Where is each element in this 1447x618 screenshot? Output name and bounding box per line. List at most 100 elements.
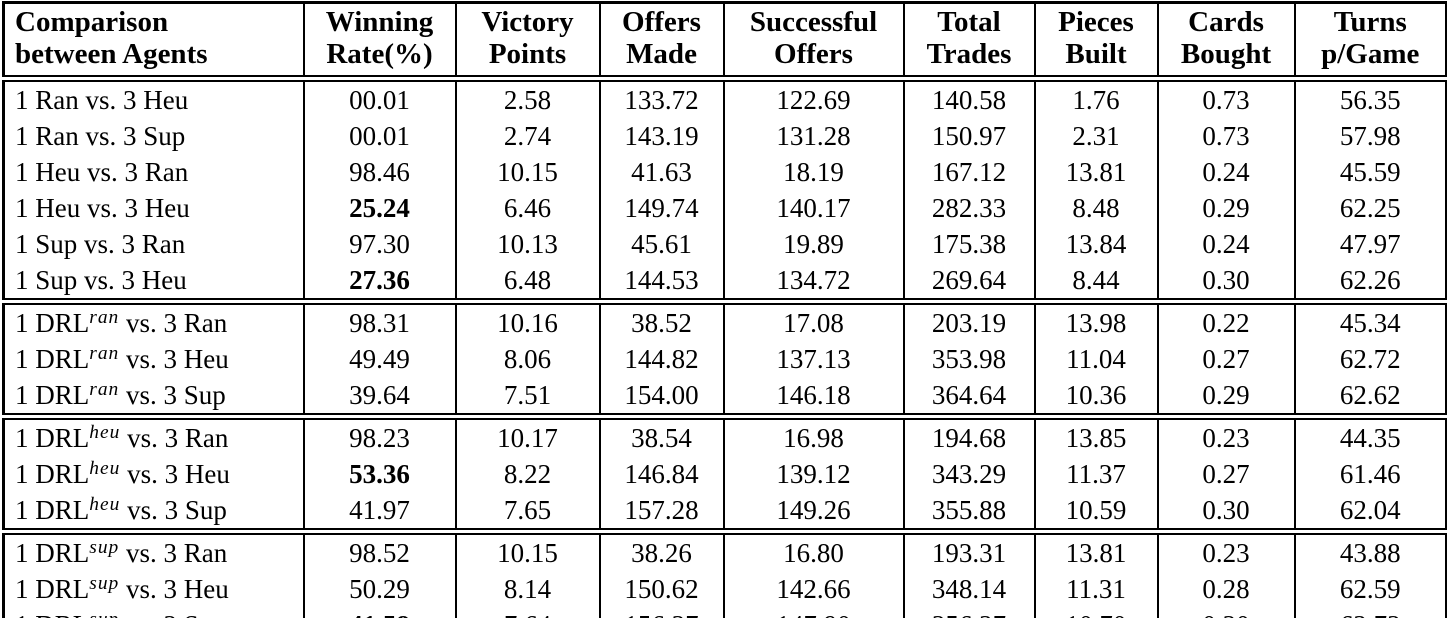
- header-line: Total: [937, 6, 1001, 38]
- value-cell: 6.46: [454, 189, 601, 226]
- value-cell: 355.88: [902, 491, 1036, 532]
- value-cell: 133.72: [598, 78, 725, 118]
- value-cell: 53.36: [302, 455, 457, 492]
- value-cell: 16.98: [722, 416, 905, 456]
- value-cell: 39.64: [302, 376, 457, 417]
- header-line: Bought: [1180, 38, 1272, 71]
- value-cell: 62.25: [1293, 189, 1447, 226]
- value-cell: 8.44: [1033, 261, 1159, 302]
- value-cell: 0.24: [1156, 153, 1296, 190]
- label-text: 1 Ran vs. 3 Heu: [15, 84, 189, 115]
- value-cell: 61.46: [1293, 455, 1447, 492]
- value-cell: 137.13: [722, 340, 905, 377]
- value-cell: 00.01: [302, 117, 457, 154]
- value-cell: 0.28: [1156, 570, 1296, 607]
- agent-variant-superscript: ran: [89, 306, 120, 328]
- value-cell: 13.81: [1033, 531, 1159, 571]
- agent-comparison-label: 1 DRLsup vs. 3 Sup: [2, 606, 305, 618]
- value-cell: 62.72: [1293, 340, 1447, 377]
- value-cell: 10.13: [454, 225, 601, 262]
- value-cell: 143.19: [598, 117, 725, 154]
- value-cell: 62.26: [1293, 261, 1447, 302]
- label-text: vs. 3 Ran: [120, 422, 229, 453]
- value-cell: 144.82: [598, 340, 725, 377]
- header-total-trades: Total Trades: [902, 2, 1036, 82]
- value-cell: 2.31: [1033, 117, 1159, 154]
- agent-variant-superscript: sup: [89, 536, 120, 558]
- value-cell: 97.30: [302, 225, 457, 262]
- agent-variant-superscript: ran: [89, 342, 120, 364]
- label-text: 1 Heu vs. 3 Ran: [15, 156, 189, 187]
- header-line: between Agents: [15, 38, 208, 71]
- header-turns-per-game: Turns p/Game: [1293, 2, 1447, 82]
- value-cell: 6.48: [454, 261, 601, 302]
- value-cell: 13.84: [1033, 225, 1159, 262]
- value-cell: 150.62: [598, 570, 725, 607]
- agent-comparison-label: 1 DRLsup vs. 3 Heu: [2, 570, 305, 607]
- value-cell: 0.27: [1156, 340, 1296, 377]
- agent-variant-superscript: heu: [89, 421, 121, 443]
- value-cell: 62.04: [1293, 491, 1447, 532]
- value-cell: 154.00: [598, 376, 725, 417]
- value-cell: 00.01: [302, 78, 457, 118]
- value-cell: 62.59: [1293, 570, 1447, 607]
- label-text: 1 DRL: [15, 573, 90, 604]
- value-cell: 43.88: [1293, 531, 1447, 571]
- header-line: Built: [1065, 38, 1127, 71]
- label-text: 1 DRL: [15, 422, 90, 453]
- value-cell: 156.37: [598, 606, 725, 618]
- label-text: 1 DRL: [15, 379, 90, 410]
- value-cell: 0.30: [1156, 491, 1296, 532]
- value-cell: 41.97: [302, 491, 457, 532]
- agent-comparison-label: 1 DRLran vs. 3 Heu: [2, 340, 305, 377]
- value-cell: 27.36: [302, 261, 457, 302]
- agent-comparison-label: 1 Sup vs. 3 Heu: [2, 261, 305, 302]
- table-row: 1 DRLsup vs. 3 Sup41.587.64156.37147.903…: [2, 606, 1447, 618]
- agent-comparison-label: 1 DRLsup vs. 3 Ran: [2, 531, 305, 571]
- value-cell: 157.28: [598, 491, 725, 532]
- value-cell: 38.26: [598, 531, 725, 571]
- value-cell: 98.46: [302, 153, 457, 190]
- value-cell: 45.34: [1293, 301, 1447, 341]
- value-cell: 343.29: [902, 455, 1036, 492]
- header-line: Offers: [774, 38, 853, 71]
- value-cell: 8.14: [454, 570, 601, 607]
- header-line: Offers: [622, 6, 701, 38]
- agent-comparison-label: 1 DRLran vs. 3 Sup: [2, 376, 305, 417]
- value-cell: 47.97: [1293, 225, 1447, 262]
- value-cell: 25.24: [302, 189, 457, 226]
- agent-comparison-label: 1 Ran vs. 3 Heu: [2, 78, 305, 118]
- value-cell: 131.28: [722, 117, 905, 154]
- value-cell: 0.30: [1156, 261, 1296, 302]
- header-pieces-built: Pieces Built: [1033, 2, 1159, 82]
- value-cell: 49.49: [302, 340, 457, 377]
- value-cell: 0.22: [1156, 301, 1296, 341]
- table-row: 1 Sup vs. 3 Ran 97.30 10.13 45.61 19.89 175.3…: [2, 225, 1447, 262]
- header-offers-made: Offers Made: [598, 2, 725, 82]
- agent-comparison-label: 1 Sup vs. 3 Ran: [2, 225, 305, 262]
- value-cell: 146.18: [722, 376, 905, 417]
- agent-variant-superscript: heu: [89, 457, 121, 479]
- label-text: vs. 3 Sup: [119, 610, 226, 618]
- value-cell: 134.72: [722, 261, 905, 302]
- table-row: 1 DRLran vs. 3 Sup 39.64 7.51 154.00 146.18 3…: [2, 376, 1447, 417]
- header-line: Pieces: [1058, 6, 1134, 38]
- value-cell: 11.31: [1033, 570, 1159, 607]
- value-cell: 98.52: [302, 531, 457, 571]
- header-winning-rate: Winning Rate(%): [302, 2, 457, 82]
- value-cell: 45.59: [1293, 153, 1447, 190]
- agent-variant-superscript: sup: [89, 609, 119, 618]
- value-cell: 194.68: [902, 416, 1036, 456]
- value-cell: 364.64: [902, 376, 1036, 417]
- value-cell: 62.62: [1293, 376, 1447, 417]
- header-line: Victory: [481, 6, 574, 38]
- value-cell: 150.97: [902, 117, 1036, 154]
- value-cell: 13.85: [1033, 416, 1159, 456]
- table-row: 1 DRLheu vs. 3 Heu 53.36 8.22 146.84 139.12 3…: [2, 455, 1447, 492]
- label-text: vs. 3 Ran: [119, 307, 228, 338]
- label-text: vs. 3 Heu: [120, 458, 230, 489]
- row-group: 1 DRLheu vs. 3 Ran 98.23 10.17 38.54 16.98 19…: [2, 416, 1447, 532]
- agent-comparison-label: 1 DRLheu vs. 3 Heu: [2, 455, 305, 492]
- table-row: 1 Sup vs. 3 Heu 27.36 6.48 144.53 134.72 269.…: [2, 261, 1447, 302]
